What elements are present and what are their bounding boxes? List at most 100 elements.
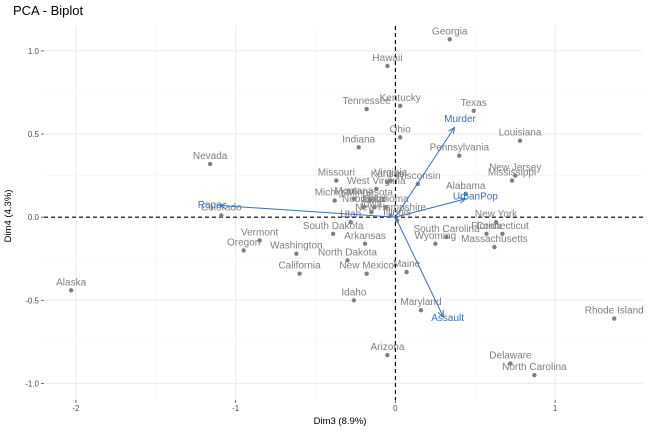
point-group: Mississippi <box>488 168 536 183</box>
x-tick-label: -1 <box>232 404 240 413</box>
point-label: Florida <box>471 221 502 232</box>
point <box>241 248 246 253</box>
point-label: New York <box>475 209 518 220</box>
point-group: Georgia <box>432 26 468 42</box>
point-label: Wyoming <box>415 231 457 242</box>
variable-arrows: Murder UrbanPop Rape Assault <box>198 114 499 324</box>
point-label: Virginia <box>374 168 408 179</box>
x-axis-label: Dim3 (8.9%) <box>314 416 367 427</box>
variable-arrow-group: Murder <box>394 114 477 218</box>
point <box>463 191 468 197</box>
chart-title: PCA - Biplot <box>13 3 83 18</box>
point-group: Idaho <box>362 194 388 210</box>
point <box>508 361 513 366</box>
point-group: California <box>278 261 321 276</box>
point-group: Oklahoma <box>363 194 409 210</box>
point-label: South Carolina <box>413 224 480 235</box>
point-label: Louisiana <box>499 128 542 139</box>
point <box>457 153 462 158</box>
point-label: Kentucky <box>380 93 421 104</box>
point-label: Idaho <box>362 194 387 205</box>
point-group: South Dakota <box>303 221 364 236</box>
point <box>369 209 374 215</box>
point-group: New York <box>475 209 518 225</box>
point-label: Pennsylvania <box>430 143 490 154</box>
point-group: Ohio <box>390 124 412 140</box>
point-label: Vermont <box>241 227 278 238</box>
point-group: West Virginia <box>347 176 406 192</box>
point <box>404 269 409 275</box>
point <box>398 135 403 140</box>
point-group: North Carolina <box>502 362 567 378</box>
variable-arrowhead <box>458 197 467 204</box>
point-group: Alaska <box>56 277 87 293</box>
x-tick-label: 1 <box>553 404 558 413</box>
point-group: Vermont <box>241 227 278 243</box>
point <box>500 231 505 236</box>
point <box>332 198 337 203</box>
point-label: Kansas <box>371 169 404 180</box>
variable-arrow <box>219 205 396 218</box>
point-label: Hawaii <box>372 53 402 64</box>
point <box>294 251 299 256</box>
variable-label: Rape <box>198 200 222 211</box>
point-group: New Mexico <box>339 261 394 276</box>
point-label: Arizona <box>370 342 404 353</box>
point <box>385 352 390 358</box>
variable-arrow <box>394 127 455 218</box>
point <box>398 103 403 108</box>
x-axis-ticks: -2 -1 0 1 <box>72 400 558 413</box>
variable-arrowhead <box>448 126 456 135</box>
variable-label: UrbanPop <box>453 191 498 202</box>
point-label: Ohio <box>390 124 412 135</box>
point <box>374 186 379 192</box>
point <box>447 37 452 42</box>
point-group: Kentucky <box>380 93 421 108</box>
point-label: Maryland <box>400 297 441 308</box>
point-label: New Jersey <box>489 163 541 174</box>
variable-arrow-group: Assault <box>394 216 464 324</box>
point <box>364 271 369 276</box>
point-group: Tennessee <box>342 96 391 112</box>
y-tick-label: 1.0 <box>28 47 40 56</box>
point-group: Missouri <box>318 168 355 183</box>
point-group: Iowa <box>361 199 382 215</box>
x-tick-label: 0 <box>393 404 398 413</box>
point <box>517 138 523 143</box>
y-axis-ticks: 1.0 0.5 0.0 -0.5 -1.0 <box>25 47 44 388</box>
y-tick-label: -1.0 <box>25 379 39 388</box>
point-label: California <box>278 261 321 272</box>
point-label: Illinois <box>383 207 411 218</box>
reference-lines <box>44 26 643 400</box>
point <box>345 258 350 263</box>
point-label: Wisconsin <box>395 171 441 182</box>
point-group: South Carolina <box>413 224 480 240</box>
point <box>532 372 537 378</box>
point-group: Arkansas <box>344 231 386 246</box>
point <box>612 316 617 321</box>
point-group: Pennsylvania <box>430 143 490 158</box>
point <box>348 219 353 225</box>
point <box>334 178 339 183</box>
variable-arrow-group: UrbanPop <box>395 191 498 218</box>
variable-arrow <box>394 216 444 318</box>
y-tick-label: 0.0 <box>28 213 40 222</box>
point-group: Colorado <box>201 202 242 218</box>
point-label: Indiana <box>342 134 375 145</box>
point-label: Colorado <box>201 202 242 213</box>
point-label: Alabama <box>446 181 486 192</box>
point-label: Missouri <box>318 168 355 179</box>
point-group: Virginia <box>374 168 408 183</box>
point <box>351 298 357 303</box>
point-group: Michigan <box>315 188 355 203</box>
point <box>330 231 336 236</box>
point <box>367 198 373 203</box>
point <box>513 173 518 178</box>
y-tick-label: 0.5 <box>28 130 40 139</box>
point-label: Tennessee <box>342 96 391 107</box>
point-label: Nevada <box>193 151 228 162</box>
point-group: New Jersey <box>489 163 541 178</box>
point-group: Connecticut <box>476 221 529 236</box>
point-group: Wyoming <box>415 231 457 246</box>
